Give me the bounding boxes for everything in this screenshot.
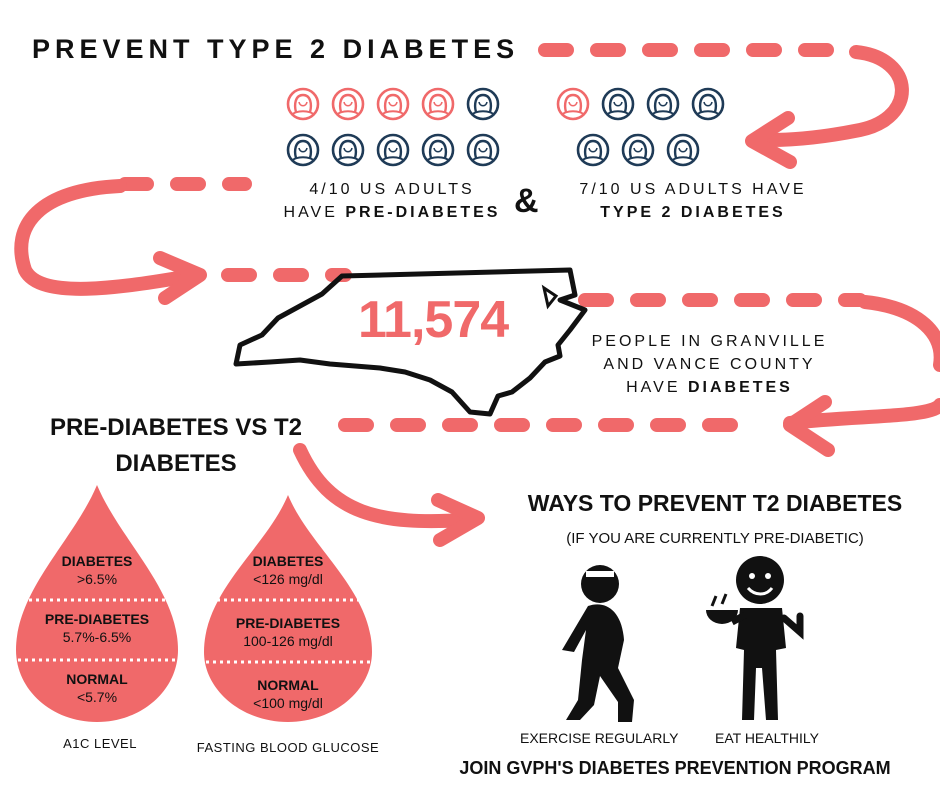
arrow-right-lower: [338, 395, 940, 457]
glucose-level-value: <100 mg/dl: [253, 695, 323, 711]
a1c-diabetes-level: DIABETES >6.5%: [20, 552, 174, 588]
prevention-subheading: (IF YOU ARE CURRENTLY PRE-DIABETIC): [566, 530, 864, 547]
eat-label: EAT HEALTHILY: [715, 730, 819, 746]
person-icon: [576, 133, 610, 167]
arrow-top-right: [538, 43, 909, 169]
prediabetes-stat-bold: PRE-DIABETES: [345, 204, 501, 221]
glucose-caption: FASTING BLOOD GLUCOSE: [196, 740, 380, 755]
person-icon-highlighted: [331, 87, 365, 121]
type2-icon-grid: [556, 87, 725, 167]
a1c-level-value: <5.7%: [76, 689, 118, 705]
prediabetes-icon-grid: [286, 87, 500, 167]
type2-stat-line1: 7/10 US ADULTS HAVE: [579, 181, 807, 198]
glucose-level-label: DIABETES: [252, 553, 324, 569]
a1c-level-value: >6.5%: [76, 571, 118, 587]
north-carolina-map: [233, 267, 588, 417]
county-stat-bold: DIABETES: [687, 379, 793, 396]
outer-banks-island: [541, 284, 559, 310]
person-icon-highlighted: [556, 87, 590, 121]
prediabetes-stat-line1: 4/10 US ADULTS: [309, 181, 475, 198]
county-stat-line1: PEOPLE IN GRANVILLE: [591, 333, 828, 350]
a1c-prediabetes-level: PRE-DIABETES 5.7%-6.5%: [20, 610, 174, 646]
eating-person-icon: [706, 556, 804, 720]
type2-stat: 7/10 US ADULTS HAVE TYPE 2 DIABETES: [558, 178, 828, 224]
person-icon: [666, 133, 700, 167]
a1c-level-value: 5.7%-6.5%: [62, 629, 132, 645]
person-icon: [621, 133, 655, 167]
person-icon: [376, 133, 410, 167]
a1c-normal-level: NORMAL <5.7%: [20, 670, 174, 706]
prevention-heading: WAYS TO PREVENT T2 DIABETES: [527, 490, 903, 516]
person-icon-highlighted: [421, 87, 455, 121]
person-icon: [601, 87, 635, 121]
type2-stat-bold: TYPE 2 DIABETES: [600, 204, 786, 221]
comparison-heading-line2: DIABETES: [115, 450, 237, 477]
comparison-heading-line1: PRE-DIABETES VS T2: [49, 414, 303, 441]
person-icon: [331, 133, 365, 167]
glucose-prediabetes-level: PRE-DIABETES 100-126 mg/dl: [210, 614, 366, 650]
glucose-level-label: NORMAL: [257, 677, 319, 693]
county-stat-line3: HAVE DIABETES: [582, 376, 837, 399]
county-stat-line2: AND VANCE COUNTY: [603, 356, 816, 373]
arrow-to-prevention: [293, 443, 485, 547]
county-diabetes-count: 11,574: [358, 291, 509, 349]
person-icon-highlighted: [286, 87, 320, 121]
person-icon: [691, 87, 725, 121]
glucose-normal-level: NORMAL <100 mg/dl: [210, 676, 366, 712]
person-icon: [286, 133, 320, 167]
person-icon: [466, 133, 500, 167]
glucose-diabetes-level: DIABETES <126 mg/dl: [210, 552, 366, 588]
program-cta: JOIN GVPH'S DIABETES PREVENTION PROGRAM: [459, 758, 891, 778]
arrow-middle: [221, 268, 940, 372]
type2-stat-line2: TYPE 2 DIABETES: [558, 201, 828, 224]
county-stat: PEOPLE IN GRANVILLE AND VANCE COUNTY HAV…: [582, 330, 837, 399]
person-icon: [646, 87, 680, 121]
walking-person-icon: [562, 565, 634, 722]
a1c-caption: A1C LEVEL: [63, 736, 137, 751]
ampersand: &: [514, 182, 539, 220]
a1c-level-label: NORMAL: [66, 671, 128, 687]
glucose-drop: [204, 495, 372, 722]
prediabetes-stat: 4/10 US ADULTS HAVE PRE-DIABETES: [262, 178, 522, 224]
a1c-drop: [16, 485, 178, 722]
arrow-left: [14, 177, 252, 305]
glucose-level-label: PRE-DIABETES: [235, 615, 341, 631]
a1c-level-label: DIABETES: [61, 553, 133, 569]
prediabetes-stat-line2: HAVE PRE-DIABETES: [262, 201, 522, 224]
county-stat-prefix: HAVE: [626, 379, 688, 396]
prediabetes-stat-prefix: HAVE: [283, 204, 346, 221]
a1c-level-label: PRE-DIABETES: [44, 611, 150, 627]
glucose-level-value: <126 mg/dl: [253, 571, 323, 587]
person-icon: [421, 133, 455, 167]
glucose-level-value: 100-126 mg/dl: [243, 633, 333, 649]
exercise-label: EXERCISE REGULARLY: [520, 730, 679, 746]
person-icon: [466, 87, 500, 121]
page-title: PREVENT TYPE 2 DIABETES: [32, 34, 520, 64]
comparison-heading: PRE-DIABETES VS T2 DIABETES: [30, 410, 322, 482]
person-icon-highlighted: [376, 87, 410, 121]
